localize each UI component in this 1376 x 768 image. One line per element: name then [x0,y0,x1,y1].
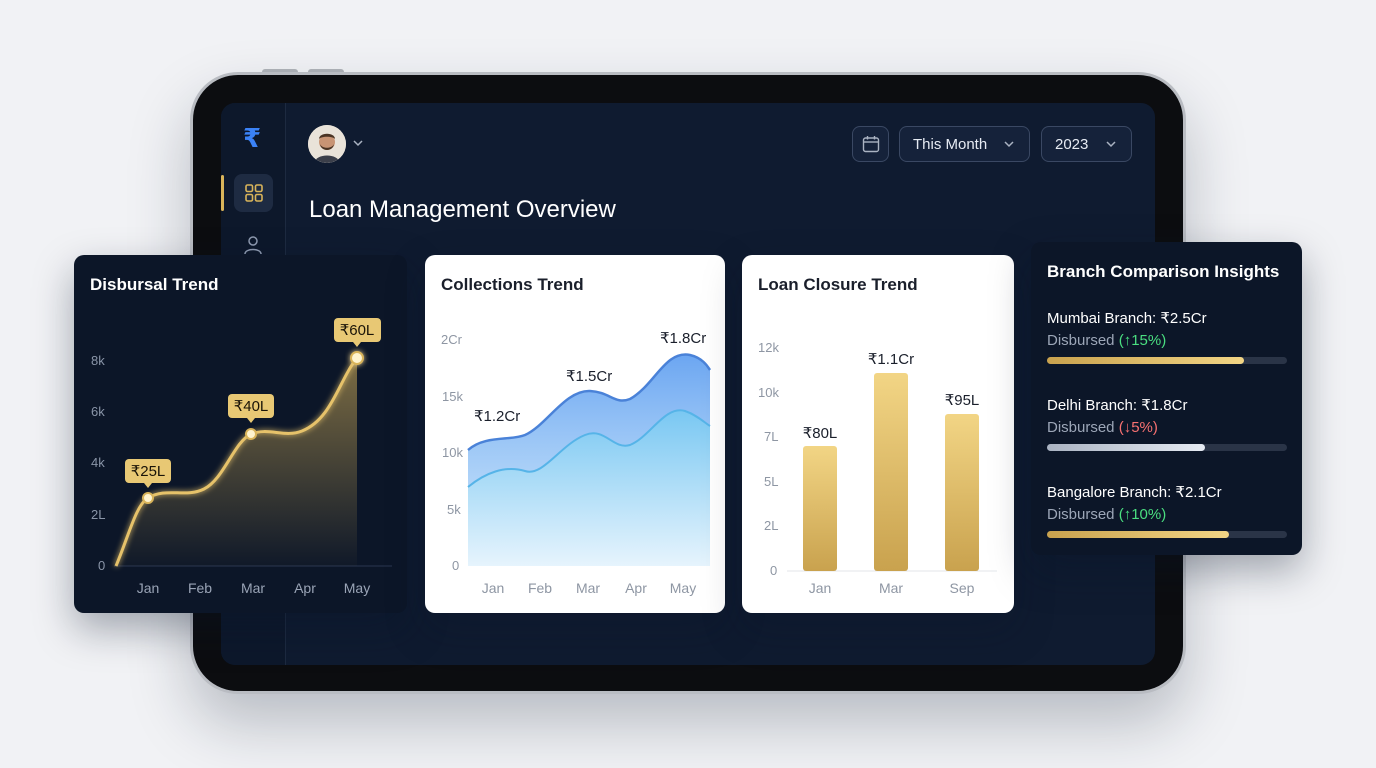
branch-name: Bangalore Branch: ₹2.1Cr [1047,484,1222,501]
chevron-down-icon[interactable] [352,137,364,149]
data-point [142,492,154,504]
y-tick: 5k [447,502,461,517]
x-tick: Feb [188,580,212,596]
trend-up: (↑15%) [1118,332,1167,349]
data-label: ₹1.5Cr [566,368,612,385]
year-select-value: 2023 [1055,135,1089,153]
data-point [245,428,257,440]
data-label: ₹40L [228,394,274,423]
svg-text:₹25L: ₹25L [131,463,166,480]
data-point [350,351,364,365]
calendar-button[interactable] [852,126,889,162]
x-tick: May [670,580,696,596]
sidebar-item-dashboard[interactable] [234,174,273,212]
progress-bar [1047,444,1287,451]
user-icon [244,236,262,255]
data-label: ₹1.8Cr [660,330,706,347]
sidebar-item-users[interactable] [243,235,263,260]
progress-fill [1047,444,1206,451]
branch-item: Delhi Branch: ₹1.8Cr Disbursed (↓5%) [1047,396,1287,436]
data-label: ₹95L [945,392,980,409]
trend-up: (↑10%) [1118,506,1167,523]
card-title: Disbursal Trend [90,275,219,294]
y-tick: 10k [442,445,463,460]
disbursal-trend-card: Disbursal Trend 0 2L 4k 6k 8k Jan Feb Ma… [74,255,407,613]
bar [803,446,837,571]
svg-text:₹60L: ₹60L [340,322,375,339]
x-tick: Feb [528,580,552,596]
series-area-lower [468,410,710,566]
y-tick: 15k [442,389,463,404]
data-label: ₹60L [334,318,381,347]
y-tick: 10k [758,385,779,400]
branch-item: Bangalore Branch: ₹2.1Cr Disbursed (↑10%… [1047,483,1287,523]
y-tick: 2L [91,507,105,522]
y-tick: 0 [770,563,777,578]
svg-text:₹40L: ₹40L [234,398,269,415]
x-tick: Sep [950,580,975,596]
x-tick: Jan [482,580,505,596]
card-title: Branch Comparison Insights [1047,262,1280,281]
grid-icon [244,184,263,202]
period-select[interactable]: This Month [899,126,1030,162]
branch-comparison-card: Branch Comparison Insights Mumbai Branch… [1031,242,1302,555]
y-tick: 4k [91,455,105,470]
y-tick: 6k [91,404,105,419]
progress-bar [1047,357,1287,364]
data-label: ₹80L [803,425,838,442]
progress-fill [1047,357,1244,364]
y-tick: 7L [764,429,778,444]
x-tick: Mar [241,580,265,596]
chevron-down-icon [1106,141,1116,148]
y-tick: 12k [758,340,779,355]
x-tick: Mar [576,580,600,596]
rupee-icon[interactable]: ₹ [243,123,262,153]
area-fill [116,358,357,566]
card-title: Loan Closure Trend [758,275,918,294]
chevron-down-icon [1004,141,1014,148]
y-tick: 2Cr [441,332,463,347]
page-title: Loan Management Overview [309,196,616,223]
y-tick: 0 [452,558,459,573]
bar [945,414,979,571]
avatar-image [308,125,346,163]
branch-status: Disbursed (↓5%) [1047,419,1158,436]
x-tick: May [344,580,370,596]
branch-status: Disbursed (↑10%) [1047,506,1167,523]
data-label: ₹25L [125,459,171,488]
series-line-upper [467,353,712,451]
branch-name: Delhi Branch: ₹1.8Cr [1047,397,1188,414]
x-tick: Jan [137,580,160,596]
active-indicator [221,175,224,211]
y-tick: 8k [91,353,105,368]
period-select-value: This Month [913,135,988,153]
loan-closure-chart: 0 2L 5L 7L 10k 12k ₹80L ₹1.1Cr ₹95L Jan … [758,340,997,596]
collections-trend-card: Collections Trend 0 5k 10k 15k 2Cr ₹1.2C… [425,255,725,613]
y-tick: 0 [98,558,105,573]
x-tick: Mar [879,580,903,596]
card-title: Collections Trend [441,275,584,294]
loan-closure-trend-card: Loan Closure Trend 0 2L 5L 7L 10k 12k ₹8… [742,255,1014,613]
trend-down: (↓5%) [1118,419,1158,436]
data-label: ₹1.2Cr [474,408,520,425]
x-tick: Jan [809,580,832,596]
avatar[interactable] [308,125,346,163]
progress-fill [1047,531,1230,538]
calendar-icon [862,136,879,153]
data-label: ₹1.1Cr [868,351,914,368]
collections-chart: 0 5k 10k 15k 2Cr ₹1.2Cr ₹1.5Cr ₹1.8Cr Ja… [441,330,712,596]
branch-status: Disbursed (↑15%) [1047,332,1167,349]
disbursal-chart: 0 2L 4k 6k 8k Jan Feb Mar Apr May ₹25L ₹… [91,318,392,596]
progress-bar [1047,531,1287,538]
bar [874,373,908,571]
year-select[interactable]: 2023 [1041,126,1132,162]
series-line-lower [467,409,711,488]
branch-name: Mumbai Branch: ₹2.5Cr [1047,310,1207,327]
y-tick: 5L [764,474,778,489]
branch-item: Mumbai Branch: ₹2.5Cr Disbursed (↑15%) [1047,309,1287,349]
x-tick: Apr [294,580,316,596]
y-tick: 2L [764,518,778,533]
x-tick: Apr [625,580,647,596]
